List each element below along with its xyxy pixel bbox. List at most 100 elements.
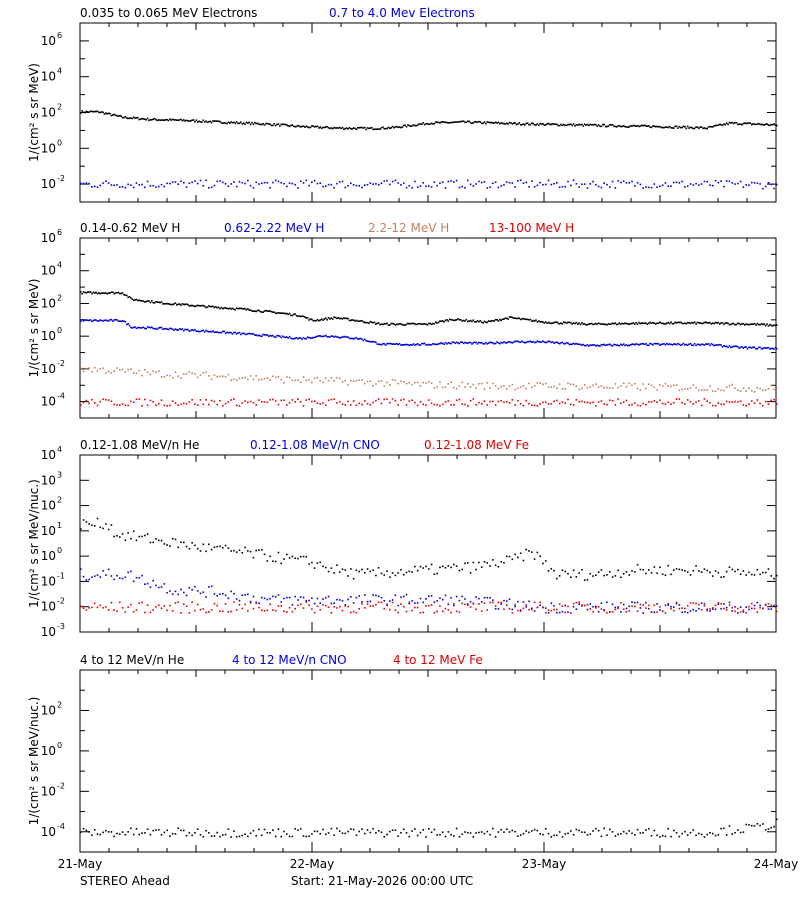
data-point [249,332,252,335]
data-point [543,322,546,324]
data-point [461,381,464,384]
data-point [764,829,767,831]
data-point [266,401,269,404]
data-point [725,606,728,609]
data-point [763,124,766,126]
data-point [745,346,747,348]
data-point [643,322,646,325]
data-point [533,610,536,612]
data-point [462,120,465,122]
data-point [213,120,216,122]
data-point [550,836,553,838]
data-point [444,607,447,610]
data-point [370,340,373,343]
data-point [224,182,227,185]
data-point [180,403,182,406]
data-point [329,318,331,320]
data-point [742,831,745,833]
data-point [451,341,454,343]
data-point [177,601,180,603]
data-point [255,834,257,837]
data-point [631,322,633,325]
data-point [255,602,257,604]
data-point [494,342,497,345]
data-point [219,120,221,123]
data-point [737,123,739,126]
data-point [489,601,491,604]
data-point [157,370,160,372]
data-point [118,577,121,580]
data-point [695,386,697,389]
data-point [556,321,558,323]
data-point [582,125,585,127]
data-point [209,330,212,333]
data-point [748,184,750,186]
data-point [174,328,177,330]
data-point [684,570,686,572]
data-point [441,610,444,613]
data-point [266,181,269,184]
data-point [259,335,262,337]
data-point [490,320,493,322]
data-point [448,318,451,321]
data-point [88,578,90,581]
data-point [464,320,466,322]
data-point [112,320,114,322]
data-point [546,322,548,324]
data-point [656,572,658,574]
data-point [510,122,512,124]
data-point [526,340,529,343]
data-point [636,343,639,346]
data-point [202,185,205,187]
data-point [291,610,294,613]
data-point [402,573,405,576]
data-point [221,330,224,333]
data-point [650,384,653,387]
data-point [675,602,678,605]
data-point [213,184,216,187]
data-point [159,326,161,329]
y-tick-exponent: 4 [57,67,62,76]
data-point [647,383,650,386]
data-point [209,120,212,123]
data-point [734,831,736,834]
data-point [205,399,207,401]
data-point [227,597,230,600]
data-point [585,344,587,347]
data-point [505,828,508,831]
data-point [366,127,369,129]
data-point [586,603,589,606]
data-point [730,122,732,124]
y-tick-label: 10 [41,600,56,614]
data-point [272,398,274,401]
data-point [171,181,174,183]
data-point [475,596,477,598]
data-point [117,291,120,294]
data-point [383,322,386,325]
data-point [586,344,589,346]
data-point [525,387,528,390]
data-point [387,324,390,326]
data-point [291,379,294,382]
data-point [767,124,770,126]
data-point [138,326,141,329]
data-point [95,291,97,294]
data-point [316,562,319,564]
data-point [631,570,633,572]
data-point [288,335,291,338]
data-point [745,823,747,826]
data-point [336,127,338,129]
data-point [202,403,205,406]
data-point [579,123,582,126]
data-point [589,344,592,346]
data-point [138,535,141,538]
data-point [762,389,764,392]
data-point [216,594,219,597]
data-point [244,376,246,379]
data-point [532,122,534,125]
data-point [500,319,502,322]
data-point [681,322,683,325]
data-point [366,183,369,186]
x-tick-label: 21-May [58,857,102,871]
data-point [558,831,561,833]
